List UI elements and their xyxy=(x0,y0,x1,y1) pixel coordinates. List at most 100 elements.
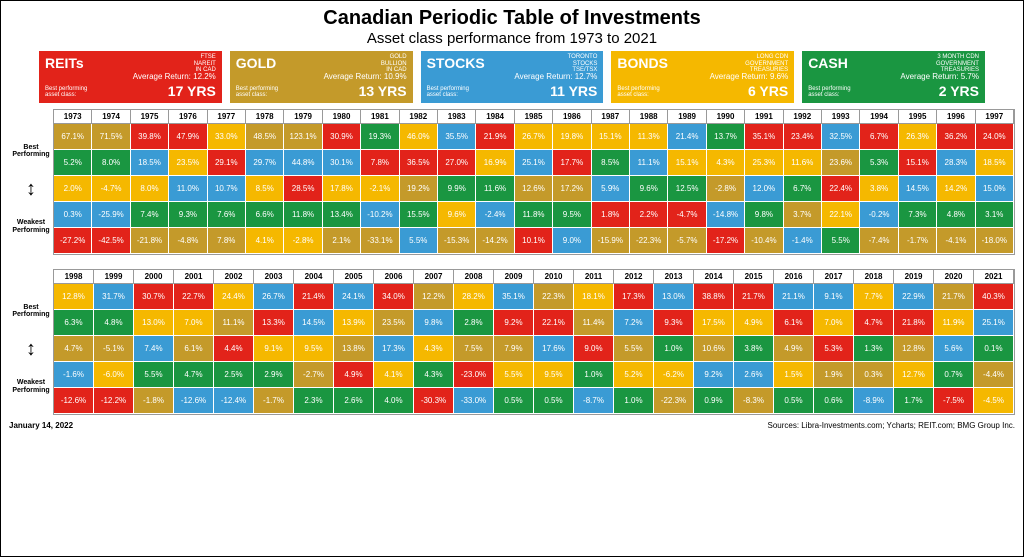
data-cell: 7.4% xyxy=(131,202,169,228)
data-cell: 21.4% xyxy=(294,284,334,310)
data-cell: 5.2% xyxy=(614,362,654,388)
data-cell: 17.2% xyxy=(553,176,591,202)
data-cell: 17.6% xyxy=(534,336,574,362)
data-cell: -5.1% xyxy=(94,336,134,362)
data-cell: 5.2% xyxy=(54,150,92,176)
data-cell: 9.3% xyxy=(654,310,694,336)
table-block-2: Best Performing ↕ Weakest Performing 199… xyxy=(9,269,1015,415)
year-header: 2019 xyxy=(894,270,934,284)
data-cell: 5.6% xyxy=(934,336,974,362)
data-cell: -8.9% xyxy=(854,388,894,414)
year-header: 2005 xyxy=(334,270,374,284)
legend-yrs: 13 YRS xyxy=(359,83,407,99)
data-cell: 0.9% xyxy=(694,388,734,414)
data-cell: 9.6% xyxy=(438,202,476,228)
data-cell: 8.0% xyxy=(131,176,169,202)
data-cell: 123.1% xyxy=(284,124,322,150)
data-cell: 39.8% xyxy=(131,124,169,150)
data-cell: 15.0% xyxy=(976,176,1014,202)
legend-card-bonds: BONDSLONG CDN GOVERNMENT TREASURIESAvera… xyxy=(611,51,794,103)
data-cell: 11.8% xyxy=(515,202,553,228)
data-cell: 0.5% xyxy=(774,388,814,414)
data-cell: 4.7% xyxy=(854,310,894,336)
data-cell: 2.1% xyxy=(323,228,361,254)
year-header: 2021 xyxy=(974,270,1014,284)
page-subtitle: Asset class performance from 1973 to 202… xyxy=(9,30,1015,47)
data-cell: 22.1% xyxy=(822,202,860,228)
data-cell: 21.8% xyxy=(894,310,934,336)
data-cell: 21.9% xyxy=(476,124,514,150)
footer: January 14, 2022 Sources: Libra-Investme… xyxy=(9,421,1015,430)
data-cell: 12.8% xyxy=(894,336,934,362)
year-header: 1977 xyxy=(208,110,246,124)
year-header: 2003 xyxy=(254,270,294,284)
year-header: 1998 xyxy=(54,270,94,284)
data-cell: 4.7% xyxy=(174,362,214,388)
data-cell: 36.5% xyxy=(400,150,438,176)
data-cell: 28.3% xyxy=(937,150,975,176)
data-cell: 11.8% xyxy=(284,202,322,228)
year-header: 1986 xyxy=(553,110,591,124)
data-cell: -2.8% xyxy=(707,176,745,202)
data-cell: 27.0% xyxy=(438,150,476,176)
year-header: 1992 xyxy=(784,110,822,124)
data-cell: 19.2% xyxy=(400,176,438,202)
data-cell: 9.5% xyxy=(553,202,591,228)
year-header: 1974 xyxy=(92,110,130,124)
axis-bottom-label: Weakest Performing xyxy=(12,379,49,394)
data-cell: -2.7% xyxy=(294,362,334,388)
data-cell: 9.0% xyxy=(574,336,614,362)
data-cell: 9.1% xyxy=(254,336,294,362)
data-cell: 31.7% xyxy=(94,284,134,310)
year-header: 2016 xyxy=(774,270,814,284)
data-cell: 13.0% xyxy=(134,310,174,336)
year-header: 1997 xyxy=(976,110,1014,124)
year-header: 1987 xyxy=(592,110,630,124)
footer-date: January 14, 2022 xyxy=(9,421,73,430)
data-cell: 30.1% xyxy=(323,150,361,176)
data-cell: -12.2% xyxy=(94,388,134,414)
data-cell: 26.7% xyxy=(515,124,553,150)
data-cell: 10.6% xyxy=(694,336,734,362)
data-cell: 30.9% xyxy=(323,124,361,150)
data-cell: 17.7% xyxy=(553,150,591,176)
year-header: 2009 xyxy=(494,270,534,284)
data-cell: 13.4% xyxy=(323,202,361,228)
data-cell: 3.1% xyxy=(976,202,1014,228)
data-cell: -2.8% xyxy=(284,228,322,254)
data-cell: 34.0% xyxy=(374,284,414,310)
data-cell: 4.9% xyxy=(734,310,774,336)
year-header: 2008 xyxy=(454,270,494,284)
data-cell: 35.1% xyxy=(745,124,783,150)
data-cell: 14.2% xyxy=(937,176,975,202)
data-cell: 21.7% xyxy=(934,284,974,310)
data-cell: 12.0% xyxy=(745,176,783,202)
year-header: 1973 xyxy=(54,110,92,124)
data-cell: -12.4% xyxy=(214,388,254,414)
year-header: 1991 xyxy=(745,110,783,124)
data-cell: -1.8% xyxy=(134,388,174,414)
data-cell: 46.0% xyxy=(400,124,438,150)
data-cell: -15.9% xyxy=(592,228,630,254)
data-cell: 15.1% xyxy=(899,150,937,176)
data-cell: 7.4% xyxy=(134,336,174,362)
legend-card-cash: CASH3 MONTH CDN GOVERNMENT TREASURIESAve… xyxy=(802,51,985,103)
data-cell: 1.8% xyxy=(592,202,630,228)
data-cell: 9.2% xyxy=(494,310,534,336)
data-cell: 15.1% xyxy=(668,150,706,176)
data-cell: -1.6% xyxy=(54,362,94,388)
axis-left-2: Best Performing ↕ Weakest Performing xyxy=(9,269,53,415)
data-cell: 22.7% xyxy=(174,284,214,310)
year-header: 2012 xyxy=(614,270,654,284)
legend-best: Best performing asset class: xyxy=(808,86,850,99)
data-cell: 0.7% xyxy=(934,362,974,388)
year-header: 2007 xyxy=(414,270,454,284)
year-header: 1982 xyxy=(400,110,438,124)
year-header: 2020 xyxy=(934,270,974,284)
data-cell: 4.1% xyxy=(374,362,414,388)
legend-card-stocks: STOCKSTORONTO STOCKS TSE/TSXAverage Retu… xyxy=(421,51,604,103)
data-cell: 17.8% xyxy=(323,176,361,202)
data-cell: 4.7% xyxy=(54,336,94,362)
year-header: 2018 xyxy=(854,270,894,284)
data-cell: 38.8% xyxy=(694,284,734,310)
